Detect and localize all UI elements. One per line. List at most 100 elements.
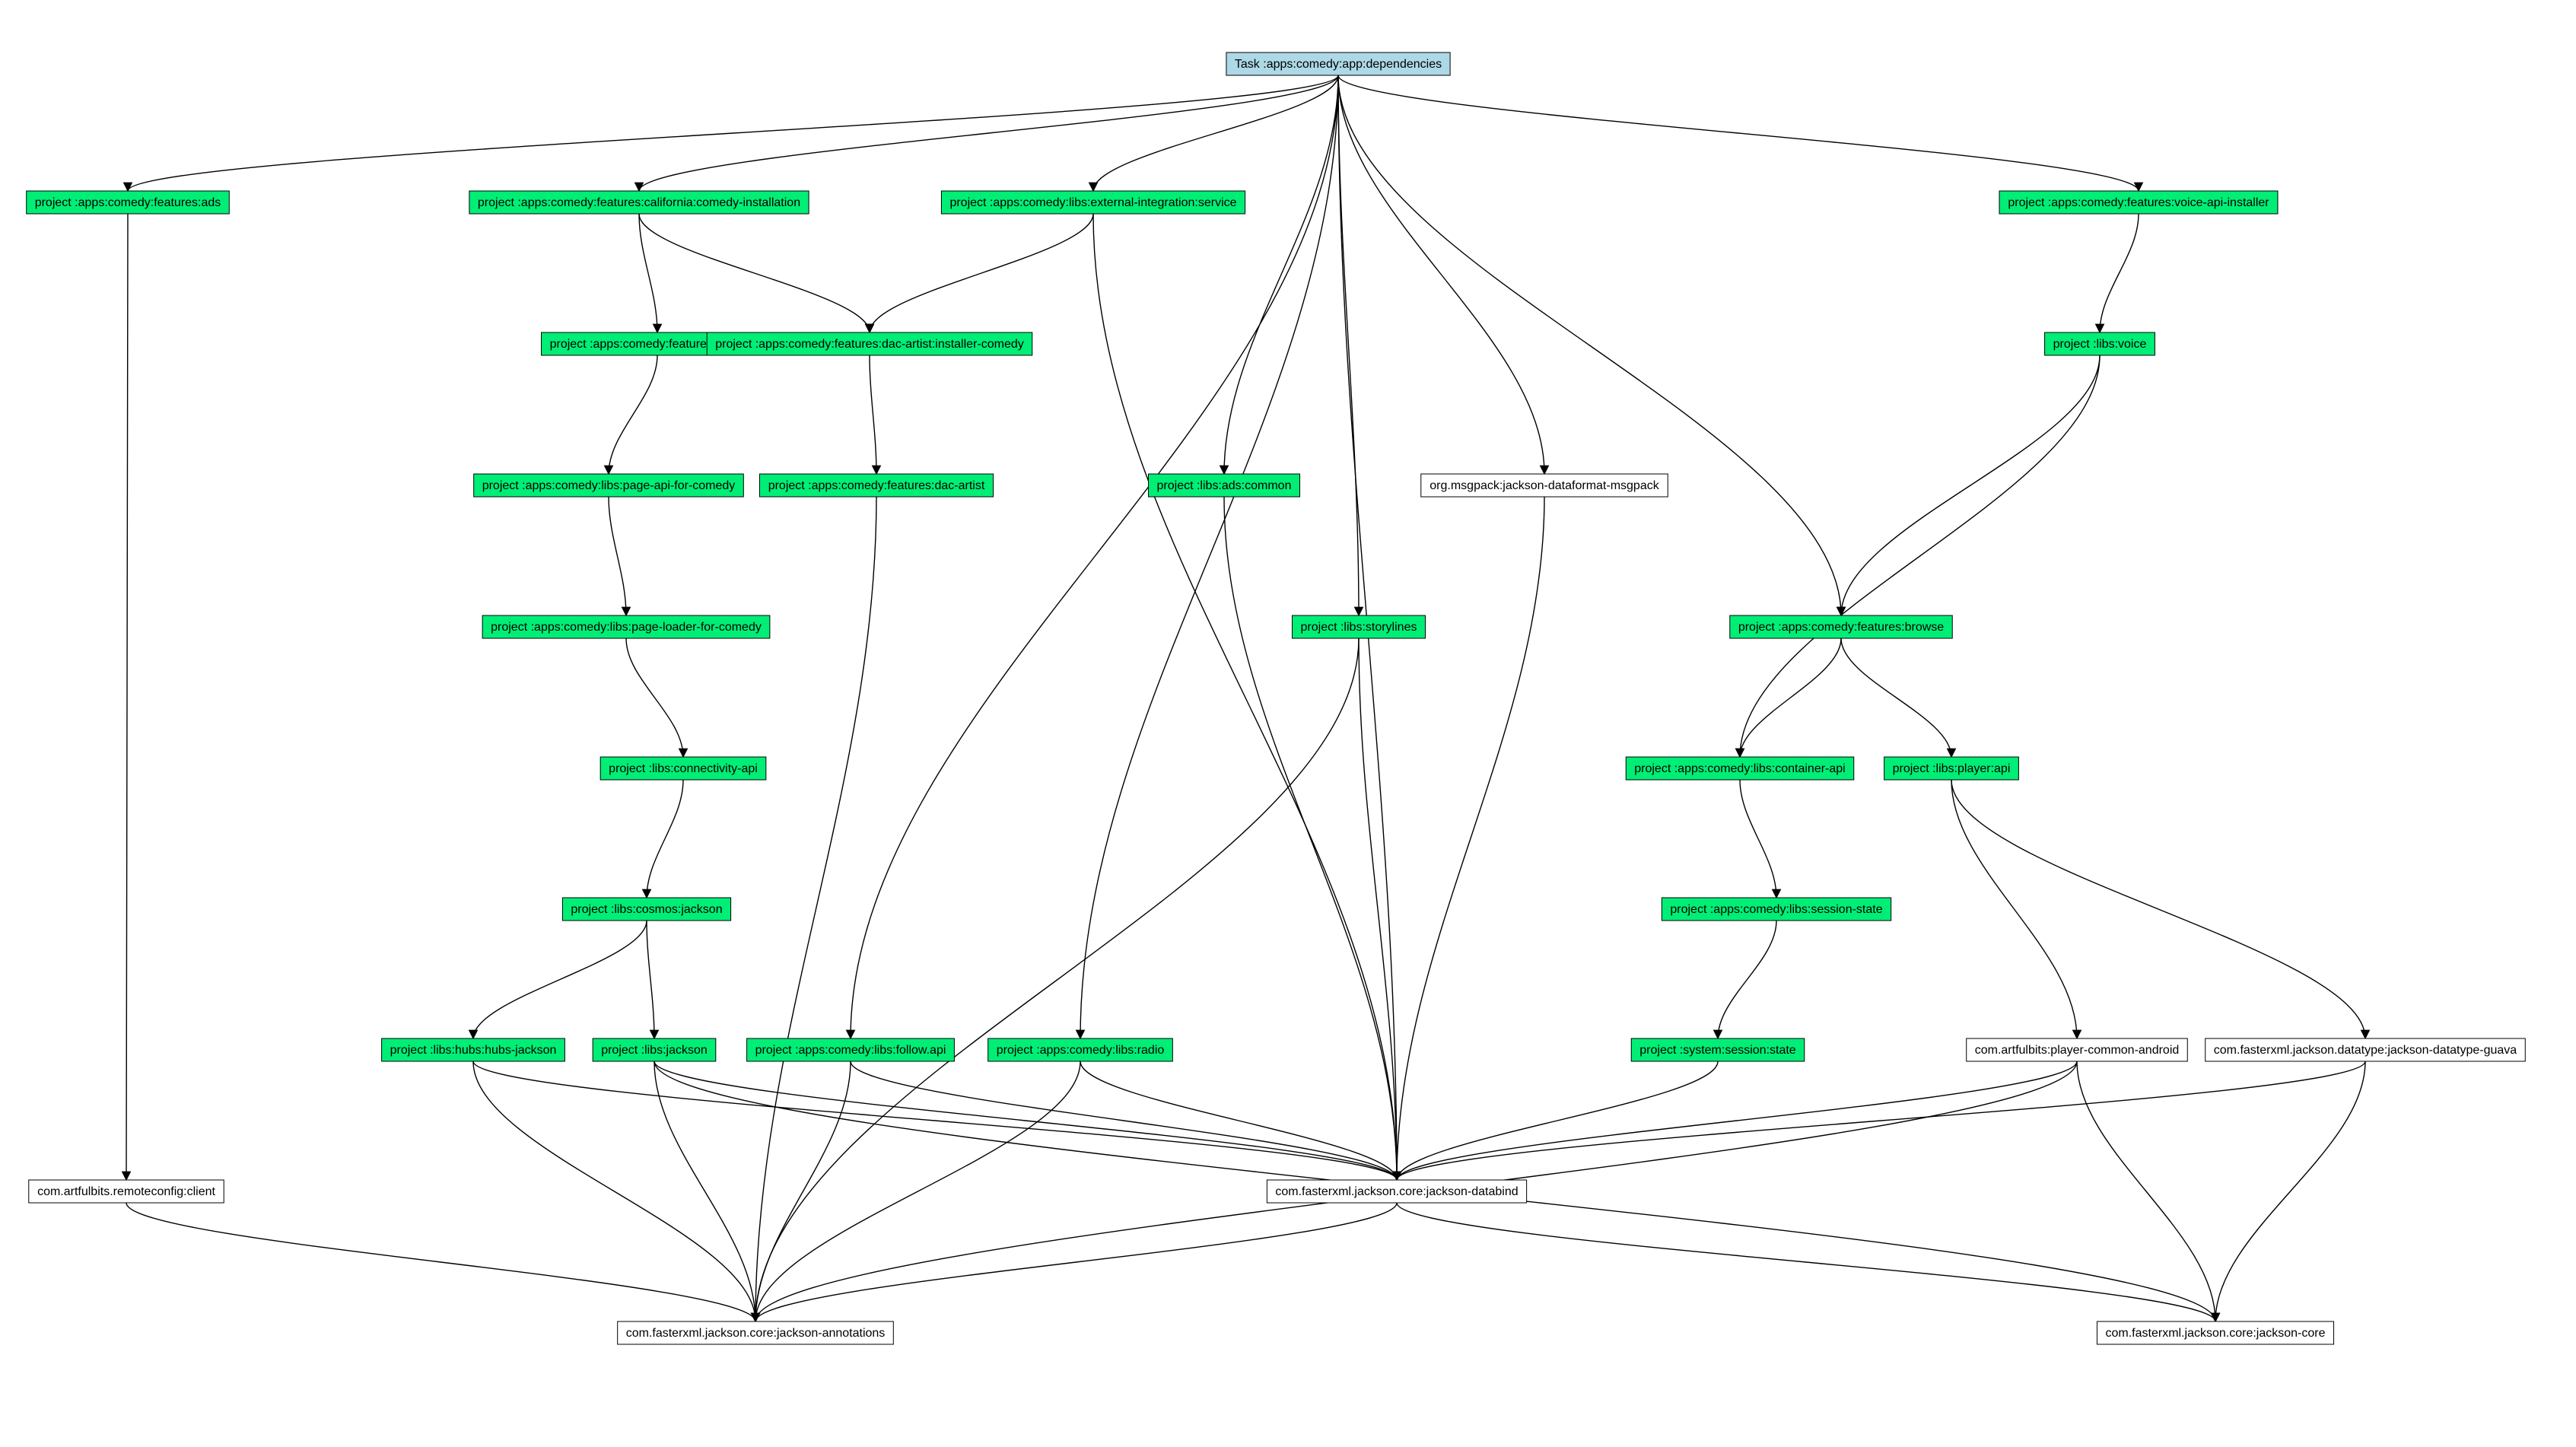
node-label: project :apps:comedy:features:california… <box>478 196 800 209</box>
node-label: project :apps:comedy:libs:container-api <box>1634 762 1845 775</box>
edge-radio-to-dbind <box>1080 1061 1397 1180</box>
edge-dbind-to-core <box>1397 1203 2215 1321</box>
node-label: project :apps:comedy:features:browse <box>1738 621 1944 634</box>
node-cont: project :apps:comedy:libs:container-api <box>1626 757 1853 780</box>
node-plca: com.artfulbits:player-common-android <box>1967 1038 2188 1061</box>
edge-root-to-voicei <box>1338 75 2139 191</box>
edge-root-to-browse <box>1338 75 1841 615</box>
edge-cont-to-sess <box>1740 780 1776 898</box>
node-extint: project :apps:comedy:libs:external-integ… <box>941 191 1245 214</box>
node-voicei: project :apps:comedy:features:voice-api-… <box>1999 191 2278 214</box>
node-label: org.msgpack:jackson-dataformat-msgpack <box>1430 479 1659 492</box>
node-label: project :libs:jackson <box>601 1044 708 1057</box>
edge-dbind-to-anno <box>755 1203 1397 1321</box>
edge-extint-to-dbind <box>1093 214 1397 1180</box>
node-follow: project :apps:comedy:libs:follow.api <box>747 1038 955 1061</box>
node-cali_i: project :apps:comedy:features:california… <box>469 191 809 214</box>
edge-cali_i-to-cali <box>639 214 657 332</box>
edge-plapi-to-guava <box>1951 780 2365 1038</box>
node-radio: project :apps:comedy:libs:radio <box>988 1038 1173 1061</box>
edge-story-to-anno <box>755 638 1359 1321</box>
node-label: project :apps:comedy:libs:page-loader-fo… <box>491 621 762 634</box>
node-label: com.fasterxml.jackson.datatype:jackson-d… <box>2214 1044 2517 1057</box>
edge-browse-to-plapi <box>1841 638 1951 757</box>
node-hubsj: project :libs:hubs:hubs-jackson <box>382 1038 565 1061</box>
node-label: project :apps:comedy:libs:external-integ… <box>949 196 1236 209</box>
edge-root-to-msgpk <box>1338 75 1544 474</box>
node-label: project :apps:comedy:features:ads <box>35 196 221 209</box>
node-label: com.fasterxml.jackson.core:jackson-annot… <box>626 1327 886 1340</box>
dependency-graph: Task :apps:comedy:app:dependencies projec… <box>0 0 2576 1447</box>
node-pageapi: project :apps:comedy:libs:page-api-for-c… <box>474 474 744 497</box>
edge-root-to-ads <box>128 75 1338 191</box>
node-pldr: project :apps:comedy:libs:page-loader-fo… <box>482 615 770 638</box>
edge-sysss-to-dbind <box>1397 1061 1718 1180</box>
node-label: Task :apps:comedy:app:dependencies <box>1235 58 1442 71</box>
edge-dac_ic-to-dac <box>870 355 876 474</box>
node-label: project :libs:player:api <box>1893 762 2011 775</box>
edge-lvoice-to-browse <box>1841 355 2100 615</box>
node-label: project :apps:comedy:features:dac-artist… <box>715 338 1024 351</box>
node-rcfg: com.artfulbits.remoteconfig:client <box>29 1180 224 1203</box>
node-core: com.fasterxml.jackson.core:jackson-core <box>2097 1321 2333 1344</box>
edge-cosmj-to-libj <box>647 921 654 1038</box>
nodes-layer: Task :apps:comedy:app:dependencies projec… <box>27 52 2526 1344</box>
edge-guava-to-dbind <box>1397 1061 2365 1180</box>
node-sysss: project :system:session:state <box>1631 1038 1805 1061</box>
edge-cosmj-to-hubsj <box>473 921 647 1038</box>
edge-dac-to-anno <box>755 497 876 1321</box>
node-dac: project :apps:comedy:features:dac-artist <box>759 474 993 497</box>
node-guava: com.fasterxml.jackson.datatype:jackson-d… <box>2206 1038 2526 1061</box>
node-libj: project :libs:jackson <box>593 1038 716 1061</box>
edge-extint-to-dac_ic <box>870 214 1093 332</box>
node-label: com.fasterxml.jackson.core:jackson-core <box>2106 1327 2326 1340</box>
edge-root-to-story <box>1338 75 1359 615</box>
node-label: project :apps:comedy:libs:follow.api <box>755 1044 946 1057</box>
node-label: project :libs:hubs:hubs-jackson <box>390 1044 557 1057</box>
edge-hubsj-to-dbind <box>473 1061 1397 1180</box>
edge-libj-to-dbind <box>654 1061 1397 1180</box>
node-root: Task :apps:comedy:app:dependencies <box>1226 52 1450 75</box>
node-plapi: project :libs:player:api <box>1884 757 2019 780</box>
node-dac_ic: project :apps:comedy:features:dac-artist… <box>707 332 1032 355</box>
node-adsc: project :libs:ads:common <box>1149 474 1300 497</box>
edge-root-to-cali_i <box>639 75 1338 191</box>
edge-guava-to-core <box>2215 1061 2365 1321</box>
node-browse: project :apps:comedy:features:browse <box>1730 615 1952 638</box>
node-label: project :libs:voice <box>2053 338 2147 351</box>
node-label: project :libs:ads:common <box>1157 479 1292 492</box>
edges-layer <box>126 75 2365 1321</box>
edge-root-to-adsc <box>1224 75 1338 474</box>
node-label: com.fasterxml.jackson.core:jackson-datab… <box>1275 1185 1518 1198</box>
edge-root-to-follow <box>851 75 1338 1038</box>
node-msgpk: org.msgpack:jackson-dataformat-msgpack <box>1421 474 1668 497</box>
edge-voicei-to-lvoice <box>2100 214 2139 332</box>
edge-msgpk-to-dbind <box>1397 497 1544 1180</box>
edge-browse-to-cont <box>1740 638 1841 757</box>
node-anno: com.fasterxml.jackson.core:jackson-annot… <box>618 1321 894 1344</box>
node-lvoice: project :libs:voice <box>2045 332 2155 355</box>
edge-cali-to-pageapi <box>609 355 657 474</box>
node-label: project :libs:connectivity-api <box>609 762 758 775</box>
node-label: project :apps:comedy:libs:session-state <box>1670 903 1882 916</box>
edge-plapi-to-plca <box>1951 780 2077 1038</box>
node-label: project :system:session:state <box>1639 1044 1796 1057</box>
edge-pldr-to-conn <box>626 638 683 757</box>
edge-plca-to-dbind <box>1397 1061 2077 1180</box>
edge-cali_i-to-dac_ic <box>639 214 870 332</box>
edge-plca-to-core <box>2077 1061 2215 1321</box>
node-label: project :libs:cosmos:jackson <box>571 903 722 916</box>
edge-hubsj-to-anno <box>473 1061 755 1321</box>
edge-rcfg-to-anno <box>126 1203 755 1321</box>
node-sess: project :apps:comedy:libs:session-state <box>1662 898 1891 921</box>
edge-lvoice-to-cont <box>1740 355 2100 757</box>
node-conn: project :libs:connectivity-api <box>600 757 766 780</box>
node-label: project :apps:comedy:features:voice-api-… <box>2008 196 2269 209</box>
edge-root-to-extint <box>1093 75 1338 191</box>
node-label: com.artfulbits:player-common-android <box>1975 1044 2180 1057</box>
node-cosmj: project :libs:cosmos:jackson <box>562 898 730 921</box>
edge-pageapi-to-pldr <box>609 497 626 615</box>
node-label: project :apps:comedy:libs:radio <box>997 1044 1165 1057</box>
edge-root-to-radio <box>1080 75 1338 1038</box>
node-ads: project :apps:comedy:features:ads <box>27 191 230 214</box>
